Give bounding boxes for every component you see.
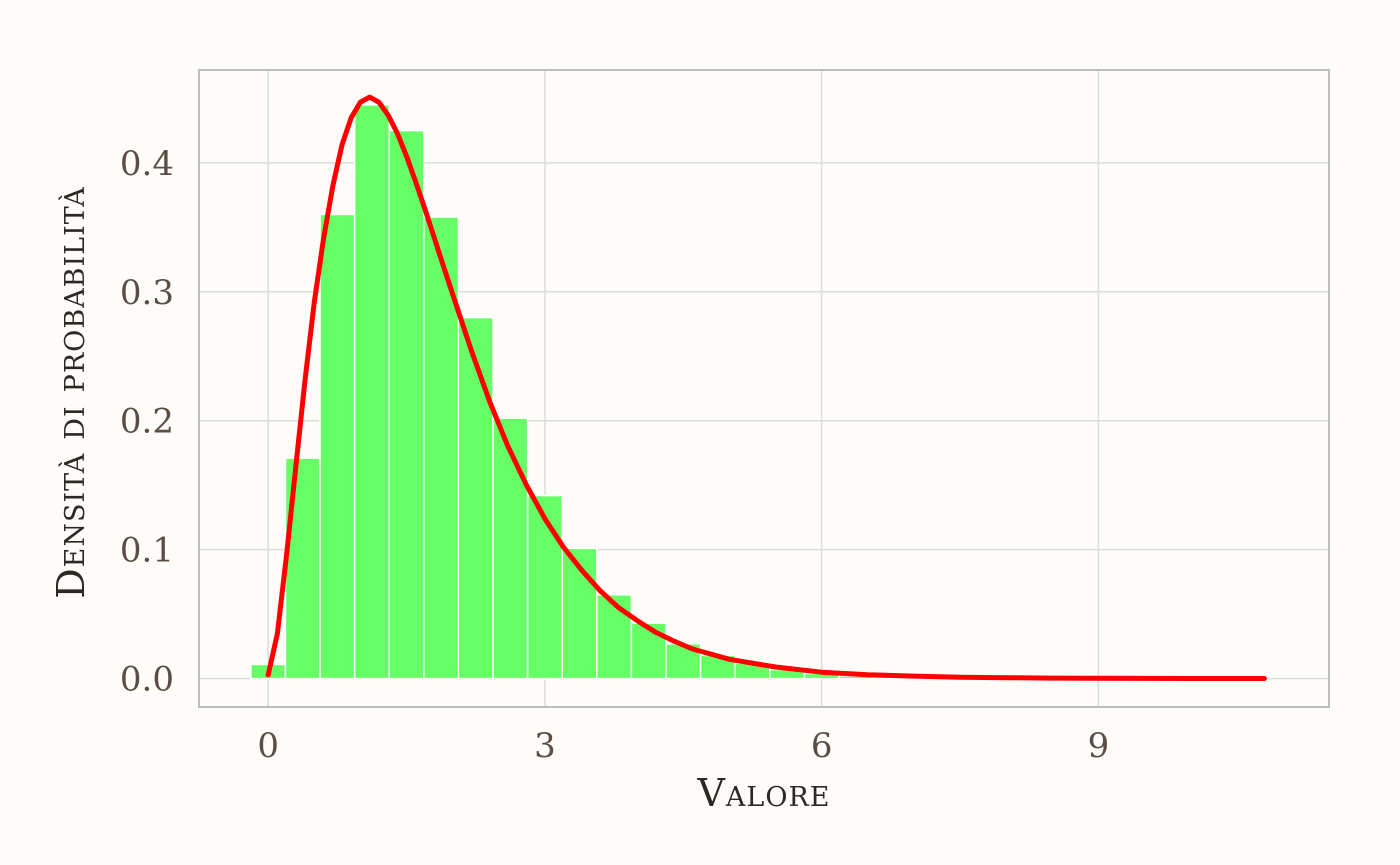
x-tick-label: 0 — [257, 726, 279, 766]
x-tick-label: 3 — [534, 726, 556, 766]
y-tick-labels: 0.0 0.1 0.2 0.3 0.4 — [120, 144, 174, 700]
histogram-bar — [596, 594, 633, 680]
histogram-bar — [284, 457, 321, 680]
plot-frame — [198, 69, 1330, 708]
histogram-bars — [250, 104, 1048, 680]
y-tick-label: 0.3 — [120, 273, 174, 313]
histogram-bar — [630, 622, 667, 680]
histogram-bar — [492, 417, 529, 680]
histogram-bar — [423, 216, 460, 680]
histogram-bar — [457, 316, 494, 680]
histogram-bar — [353, 104, 391, 680]
y-tick-label: 0.4 — [120, 144, 174, 184]
y-tick-label: 0.1 — [120, 531, 174, 571]
histogram-bar — [526, 494, 563, 680]
x-tick-label: 9 — [1088, 726, 1110, 766]
x-tick-labels: 0 3 6 9 — [257, 726, 1109, 766]
y-tick-label: 0.0 — [120, 660, 174, 700]
x-axis-title: Valore — [696, 771, 830, 815]
histogram-bar — [319, 213, 356, 680]
y-axis-title: Densità di probabilità — [49, 186, 93, 599]
y-tick-label: 0.2 — [120, 402, 174, 442]
density-curve — [265, 94, 1267, 681]
histogram-bar — [388, 129, 425, 680]
x-tick-label: 6 — [811, 726, 833, 766]
